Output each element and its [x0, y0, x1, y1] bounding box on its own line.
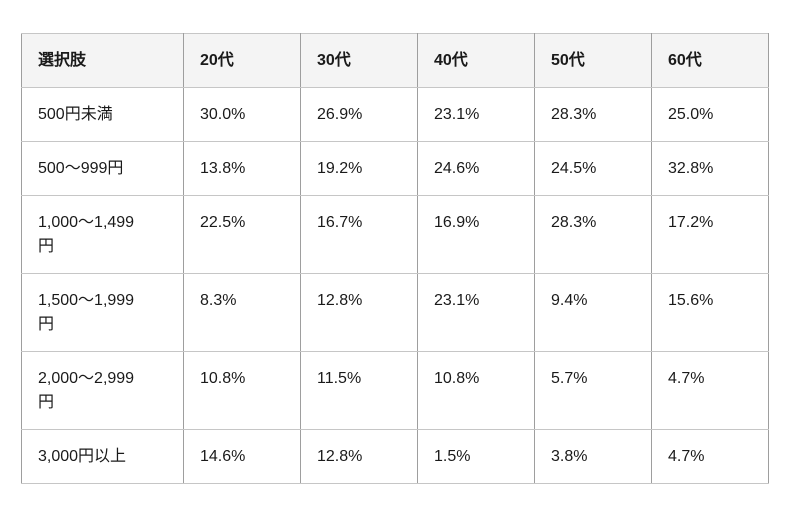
- table-row: 2,000〜2,999円 10.8% 11.5% 10.8% 5.7% 4.7%: [21, 351, 769, 430]
- table-row: 500円未満 30.0% 26.9% 23.1% 28.3% 25.0%: [21, 87, 769, 142]
- value-cell: 10.8%: [183, 351, 301, 430]
- value-cell: 4.7%: [651, 429, 769, 484]
- value-cell: 16.7%: [300, 195, 418, 274]
- survey-table-container: 選択肢 20代 30代 40代 50代 60代 500円未満 30.0% 26.…: [21, 33, 769, 484]
- value-cell: 32.8%: [651, 141, 769, 196]
- value-cell: 19.2%: [300, 141, 418, 196]
- value-cell: 5.7%: [534, 351, 652, 430]
- value-cell: 1.5%: [417, 429, 535, 484]
- value-cell: 28.3%: [534, 195, 652, 274]
- value-cell: 15.6%: [651, 273, 769, 352]
- table-header: 選択肢 20代 30代 40代 50代 60代: [21, 33, 769, 88]
- column-header-50s: 50代: [534, 33, 652, 88]
- value-cell: 22.5%: [183, 195, 301, 274]
- row-label: 2,000〜2,999円: [21, 351, 184, 430]
- value-cell: 12.8%: [300, 429, 418, 484]
- value-cell: 3.8%: [534, 429, 652, 484]
- value-cell: 4.7%: [651, 351, 769, 430]
- table-row: 500〜999円 13.8% 19.2% 24.6% 24.5% 32.8%: [21, 141, 769, 196]
- value-cell: 24.6%: [417, 141, 535, 196]
- row-label: 3,000円以上: [21, 429, 184, 484]
- value-cell: 8.3%: [183, 273, 301, 352]
- column-header-40s: 40代: [417, 33, 535, 88]
- value-cell: 25.0%: [651, 87, 769, 142]
- table-row: 1,500〜1,999円 8.3% 12.8% 23.1% 9.4% 15.6%: [21, 273, 769, 352]
- table-row: 1,000〜1,499円 22.5% 16.7% 16.9% 28.3% 17.…: [21, 195, 769, 274]
- value-cell: 26.9%: [300, 87, 418, 142]
- value-cell: 10.8%: [417, 351, 535, 430]
- value-cell: 30.0%: [183, 87, 301, 142]
- value-cell: 17.2%: [651, 195, 769, 274]
- value-cell: 16.9%: [417, 195, 535, 274]
- value-cell: 23.1%: [417, 273, 535, 352]
- value-cell: 24.5%: [534, 141, 652, 196]
- survey-results-table: 選択肢 20代 30代 40代 50代 60代 500円未満 30.0% 26.…: [21, 33, 769, 484]
- row-label: 500円未満: [21, 87, 184, 142]
- column-header-60s: 60代: [651, 33, 769, 88]
- value-cell: 11.5%: [300, 351, 418, 430]
- value-cell: 12.8%: [300, 273, 418, 352]
- value-cell: 28.3%: [534, 87, 652, 142]
- value-cell: 14.6%: [183, 429, 301, 484]
- table-row: 3,000円以上 14.6% 12.8% 1.5% 3.8% 4.7%: [21, 429, 769, 484]
- column-header-30s: 30代: [300, 33, 418, 88]
- value-cell: 13.8%: [183, 141, 301, 196]
- row-label: 500〜999円: [21, 141, 184, 196]
- column-header-choices: 選択肢: [21, 33, 184, 88]
- column-header-20s: 20代: [183, 33, 301, 88]
- value-cell: 23.1%: [417, 87, 535, 142]
- value-cell: 9.4%: [534, 273, 652, 352]
- table-body: 500円未満 30.0% 26.9% 23.1% 28.3% 25.0% 500…: [21, 87, 769, 484]
- header-row: 選択肢 20代 30代 40代 50代 60代: [21, 33, 769, 88]
- row-label: 1,500〜1,999円: [21, 273, 184, 352]
- row-label: 1,000〜1,499円: [21, 195, 184, 274]
